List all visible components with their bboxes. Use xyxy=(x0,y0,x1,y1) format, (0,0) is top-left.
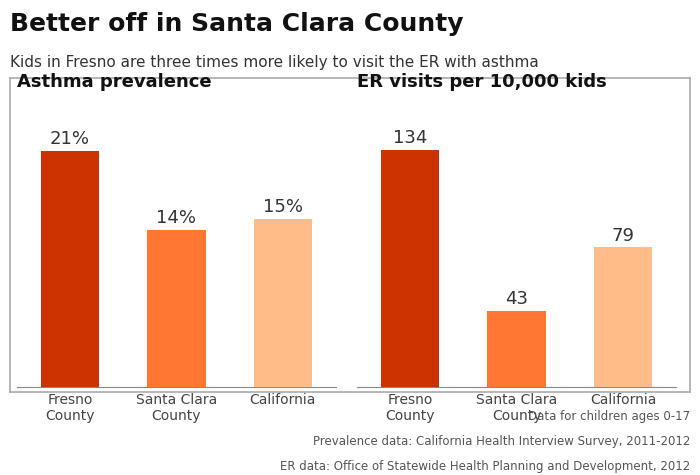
Text: 14%: 14% xyxy=(156,209,197,227)
Text: 15%: 15% xyxy=(262,198,303,216)
Text: 21%: 21% xyxy=(50,130,90,148)
Text: 79: 79 xyxy=(612,227,634,245)
Bar xyxy=(487,311,546,387)
Text: Better off in Santa Clara County: Better off in Santa Clara County xyxy=(10,12,463,36)
Bar xyxy=(41,151,99,387)
Bar xyxy=(253,218,312,387)
Text: Kids in Fresno are three times more likely to visit the ER with asthma: Kids in Fresno are three times more like… xyxy=(10,55,538,70)
Bar xyxy=(381,150,440,387)
Bar xyxy=(594,247,652,387)
Text: 43: 43 xyxy=(505,290,528,308)
Bar xyxy=(147,230,206,387)
Text: 134: 134 xyxy=(393,129,428,147)
Text: ER data: Office of Statewide Health Planning and Development, 2012: ER data: Office of Statewide Health Plan… xyxy=(280,460,690,473)
Text: Asthma prevalence: Asthma prevalence xyxy=(17,73,211,91)
Text: Data for children ages 0-17: Data for children ages 0-17 xyxy=(528,410,690,423)
Text: ER visits per 10,000 kids: ER visits per 10,000 kids xyxy=(357,73,607,91)
Text: Prevalence data: California Health Interview Survey, 2011-2012: Prevalence data: California Health Inter… xyxy=(313,435,690,448)
